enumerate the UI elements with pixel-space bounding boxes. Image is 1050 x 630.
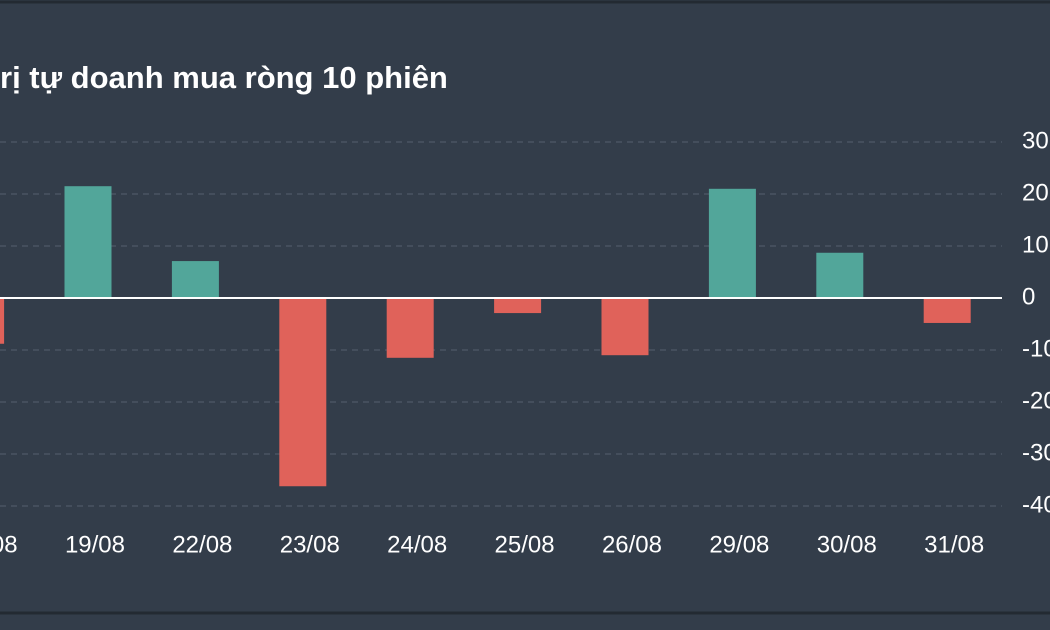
x-tick-label: 30/08	[817, 531, 877, 558]
bar	[601, 298, 649, 356]
bar	[386, 298, 434, 358]
y-tick-label: 10	[1022, 231, 1049, 258]
y-tick-label: -30	[1022, 439, 1050, 466]
x-tick-label: 29/08	[709, 531, 769, 558]
x-tick-label: 08	[0, 531, 18, 558]
bar	[171, 261, 219, 298]
bar	[923, 298, 971, 323]
chart-title: rị tự doanh mua ròng 10 phiên	[0, 60, 448, 95]
bar	[494, 298, 542, 314]
y-tick-label: -40	[1022, 491, 1050, 518]
y-tick-label: -20	[1022, 387, 1050, 414]
y-tick-label: 30	[1022, 127, 1049, 154]
x-tick-label: 31/08	[924, 531, 984, 558]
x-tick-label: 22/08	[172, 531, 232, 558]
y-tick-label: 20	[1022, 179, 1049, 206]
x-tick-label: 25/08	[495, 531, 555, 558]
bar	[279, 298, 327, 487]
x-tick-label: 23/08	[280, 531, 340, 558]
bar	[0, 298, 5, 344]
y-tick-label: -10	[1022, 335, 1050, 362]
y-tick-label: 0	[1022, 283, 1035, 310]
bar	[64, 186, 112, 298]
x-tick-label: 26/08	[602, 531, 662, 558]
x-tick-label: 19/08	[65, 531, 125, 558]
bar	[708, 188, 756, 298]
bar	[816, 252, 864, 298]
x-tick-label: 24/08	[387, 531, 447, 558]
